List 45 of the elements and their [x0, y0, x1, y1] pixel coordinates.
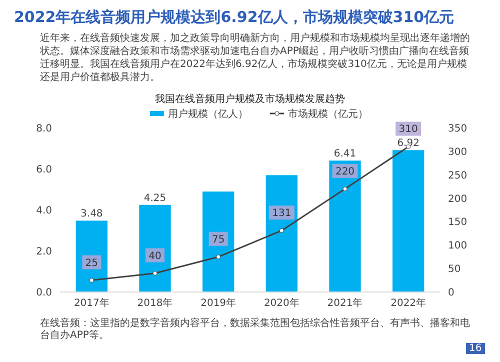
- text: 近年来，在线音频快速发展，加之政策导向明确新方向，用户规模和市场规模均呈现出逐年递增的状态。媒体深度融合政策和市场需求驱动加速电台自办APP崛起，用户收听习惯由广播向在线音频迁移明显。我国在线音频用户在2022年达到6.92亿人，市场规模突破310亿元，无论是用户规模还是用户价值都极具潜力。: [40, 32, 470, 84]
- text: 16: [466, 343, 485, 354]
- y2-tick-label: 0: [448, 288, 454, 298]
- y-tick-label: 6.0: [36, 164, 52, 176]
- point: [279, 228, 284, 233]
- data-label: 220: [335, 166, 355, 178]
- y2-tick-label: 300: [448, 146, 468, 158]
- data-label: 6.41: [334, 148, 356, 160]
- bar: [392, 150, 424, 292]
- point: [342, 186, 348, 192]
- text: 在线音频：这里指的是数字音频内容平台，数据采集范围包括综合性音频平台、有声书、播客和电台自办APP等。: [40, 318, 470, 342]
- x-tick-label: 2021年: [327, 297, 363, 309]
- y-tick-label: 4.0: [36, 206, 52, 216]
- data-label: 6.92: [397, 138, 420, 150]
- legend-label: 用户规模（亿人）: [168, 108, 248, 120]
- y-tick-label: 0.0: [36, 288, 52, 298]
- bar: [139, 204, 171, 292]
- y2-tick-label: 150: [448, 217, 468, 228]
- y2-tick-label: 100: [448, 240, 468, 252]
- x-tick-label: 2019年: [200, 297, 236, 309]
- point: [89, 278, 94, 283]
- data-label: 40: [148, 250, 162, 262]
- x-tick-label: 2022年: [390, 297, 426, 309]
- chart-title: 2022年在线音频用户规模达到6.92亿人，市场规模突破310亿元: [14, 8, 456, 27]
- x-tick-label: 2018年: [137, 297, 173, 309]
- point: [216, 254, 221, 260]
- bar: [202, 192, 234, 292]
- data-label: 4.25: [144, 192, 166, 204]
- x-tick-label: 2017年: [74, 297, 110, 309]
- y2-tick-label: 50: [448, 264, 461, 276]
- data-label: 75: [212, 234, 225, 246]
- y-tick-label: 8.0: [36, 124, 52, 134]
- data-label: 3.48: [80, 208, 103, 220]
- point: [152, 271, 158, 276]
- x-tick-label: 2020年: [264, 297, 300, 309]
- chart-subtitle: 我国在线音频用户规模及市场规模发展趋势: [154, 92, 346, 106]
- y2-tick-label: 250: [448, 170, 468, 182]
- legend-label: 市场规模（亿元）: [288, 108, 368, 120]
- data-label: 310: [398, 124, 418, 136]
- bar: [329, 160, 361, 292]
- y2-tick-label: 350: [448, 124, 468, 134]
- y-tick-label: 2.0: [36, 246, 52, 258]
- data-label: 25: [85, 258, 98, 269]
- y2-tick-label: 200: [448, 194, 468, 205]
- data-label: 131: [272, 208, 292, 220]
